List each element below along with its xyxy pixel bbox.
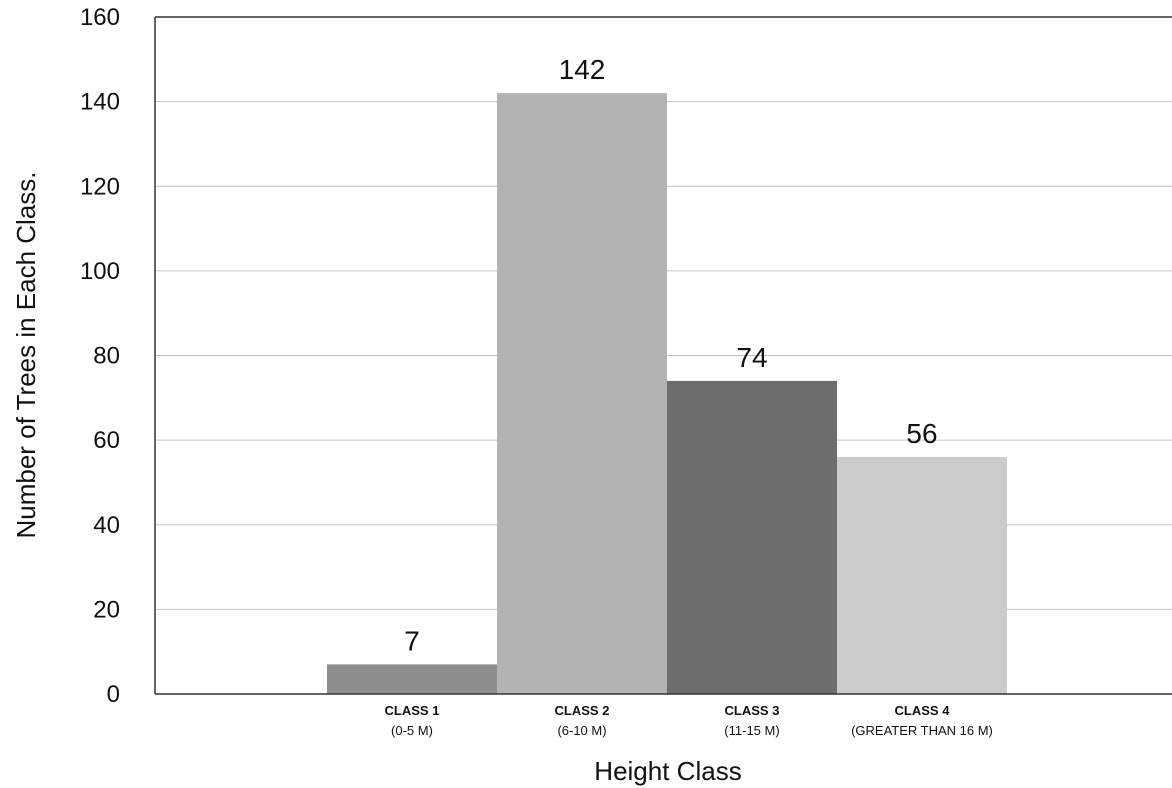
x-category-labels: CLASS 1 (0-5 M) CLASS 2 (6-10 M) CLASS 3 (11-… xyxy=(385,703,993,738)
y-tick-label: 100 xyxy=(80,258,120,285)
category-range-label: (6-10 M) xyxy=(557,723,606,738)
x-axis-title: Height Class xyxy=(594,756,741,786)
y-tick-label: 80 xyxy=(93,343,120,370)
bar xyxy=(327,664,497,694)
y-tick-label: 0 xyxy=(107,681,120,708)
y-tick-label: 40 xyxy=(93,512,120,539)
bar xyxy=(837,457,1007,694)
y-tick-labels: 0 20 40 60 80 100 120 140 160 xyxy=(80,4,120,708)
axes xyxy=(154,16,1172,695)
category-range-label: (0-5 M) xyxy=(391,723,433,738)
bar xyxy=(667,380,837,694)
data-label: 7 xyxy=(404,625,420,656)
bars xyxy=(327,93,1007,695)
y-tick-label: 60 xyxy=(93,427,120,454)
data-label: 56 xyxy=(906,418,937,449)
category-label: CLASS 1 xyxy=(385,703,440,718)
category-range-label: (GREATER THAN 16 M) xyxy=(851,723,993,738)
category-label: CLASS 4 xyxy=(895,703,951,718)
y-axis-title: Number of Trees in Each Class. xyxy=(11,171,41,538)
category-label: CLASS 2 xyxy=(555,703,610,718)
data-label: 142 xyxy=(559,54,606,85)
y-tick-label: 20 xyxy=(93,596,120,623)
bar xyxy=(497,93,667,695)
category-label: CLASS 3 xyxy=(725,703,780,718)
y-tick-label: 160 xyxy=(80,4,120,31)
data-label: 74 xyxy=(736,342,767,373)
data-labels: 7 142 74 56 xyxy=(404,54,937,656)
y-tick-label: 140 xyxy=(80,89,120,116)
category-range-label: (11-15 M) xyxy=(724,723,779,738)
y-tick-label: 120 xyxy=(80,173,120,200)
